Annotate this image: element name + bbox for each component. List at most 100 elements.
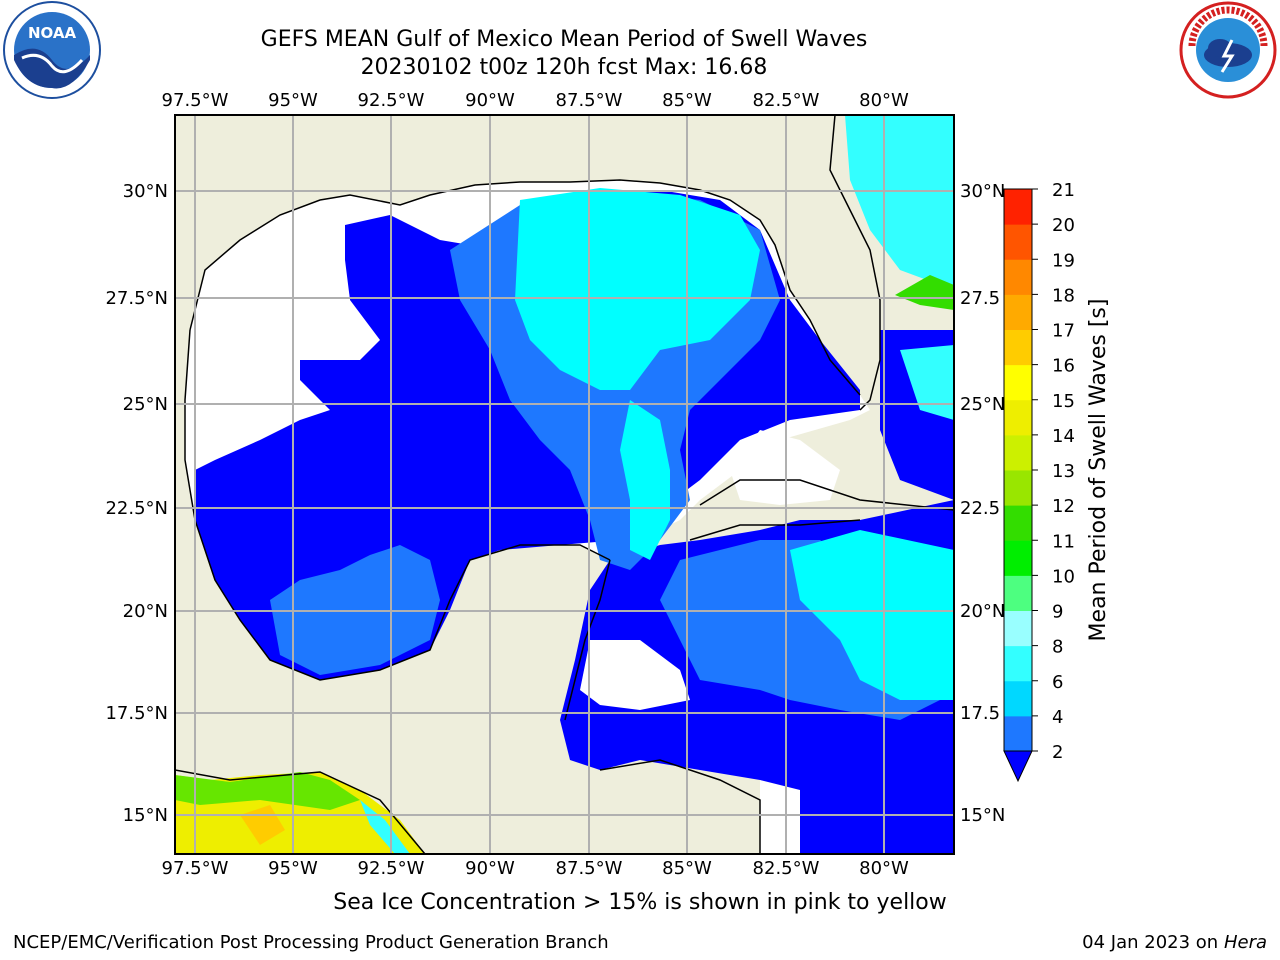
lon-label: 80°W [859,90,909,111]
lon-label: 80°W [859,858,909,879]
lat-label: 27.5°N [105,288,168,309]
map-frame [174,114,955,855]
lat-label: 17.5 [960,703,1000,724]
lat-label: 20°N [960,601,1005,622]
lat-labels-left: 30°N 27.5°N 25°N 22.5°N 20°N 17.5°N 15°N [105,181,168,826]
pacific-green [175,772,360,810]
lat-label: 30°N [960,181,1005,202]
lat-label: 17.5°N [105,703,168,724]
colorbar-segment [1004,224,1032,260]
colorbar-segment [1004,434,1032,471]
lat-label: 22.5°N [105,498,168,519]
colorbar-tick-label: 11 [1052,531,1075,552]
colorbar-tick-label: 13 [1052,461,1075,482]
colorbar-tick-label: 2 [1052,742,1063,763]
colorbar-tick-label: 6 [1052,672,1063,693]
map-grid [175,115,954,854]
colorbar-tick-label: 16 [1052,356,1075,377]
gulf-cyan [515,188,760,390]
colorbar-segment [1004,575,1032,611]
lon-label: 92.5°W [358,90,425,111]
pacific-cyan-edge [360,800,410,854]
colorbar-extend-arrow [1003,750,1033,783]
footer-credit: NCEP/EMC/Verification Post Processing Pr… [13,932,609,953]
colorbar-tick-label: 12 [1052,496,1075,517]
colorbar-segment [1004,259,1032,295]
florida-coast [829,115,881,411]
colorbar-segment [1004,505,1032,541]
colorbar-tick-label: 9 [1052,602,1063,623]
colorbar [1003,188,1033,783]
lat-label: 30°N [123,181,168,202]
gulf-nodata-1 [320,270,350,300]
atlantic-green-patch [895,275,954,310]
colorbar-label: Mean Period of Swell Waves [s] [1086,299,1111,642]
colorbar-tick-label: 19 [1052,250,1075,271]
lon-label: 82.5°W [753,858,820,879]
colorbar-tick-label: 14 [1052,426,1075,447]
colorbar-segment [1004,364,1032,401]
colorbar-segment [1004,680,1032,717]
lon-labels-bottom: 97.5°W 95°W 92.5°W 90°W 87.5°W 85°W 82.5… [162,858,909,879]
colorbar-tick-label: 8 [1052,637,1063,658]
gulf-coast-west [184,329,611,681]
atlantic-strip [845,115,954,290]
chart-title: GEFS MEAN Gulf of Mexico Mean Period of … [260,27,868,52]
colorbar-segment [1004,399,1032,436]
lat-label: 15°N [960,805,1005,826]
yucatan-coast [564,559,611,721]
lon-label: 87.5°W [556,90,623,111]
sea-ice-note: Sea Ice Concentration > 15% is shown in … [333,890,947,915]
gulf-cyan-tongue [620,400,670,560]
lat-labels-right: 30°N 27.5 25°N 22.5 20°N 17.5 15°N [960,181,1005,826]
colorbar-tick-label: 17 [1052,321,1075,342]
lon-label: 97.5°W [162,90,229,111]
lat-label: 25°N [960,394,1005,415]
footer-date: 04 Jan 2023 on Hera [1082,932,1267,953]
central-america-coast [175,769,426,854]
lon-label: 97.5°W [162,858,229,879]
map-plot-area [175,115,954,854]
colorbar-segment [1004,329,1032,366]
colorbar-ticks: 2 4 6 8 9 10 11 12 13 14 15 16 17 18 19 20 21 [1032,180,1075,763]
colorbar-segment [1004,715,1032,752]
lon-labels-top: 97.5°W 95°W 92.5°W 90°W 87.5°W 85°W 82.5… [162,90,909,111]
lon-label: 85°W [662,858,712,879]
lon-label: 92.5°W [358,858,425,879]
atlantic-cyan-east [900,345,954,420]
colorbar-segment [1004,294,1032,330]
cuba-south [689,519,861,541]
lat-label: 22.5 [960,498,1000,519]
noaa-logo: NOAA [2,0,102,100]
lon-label: 82.5°W [753,90,820,111]
svg-text:NOAA: NOAA [28,24,77,42]
lon-label: 95°W [268,858,318,879]
footer-host: Hera [1223,932,1267,953]
nws-logo [1178,0,1278,100]
lon-label: 90°W [465,90,515,111]
chart-subtitle: 20230102 t00z 120h fcst Max: 16.68 [360,55,768,80]
lon-label: 85°W [662,90,712,111]
honduras-coast [599,759,761,854]
colorbar-tick-label: 21 [1052,180,1075,201]
colorbar-tick-label: 20 [1052,215,1075,236]
cuba-coast [699,479,954,511]
caribbean-nodata [580,640,690,710]
lat-label: 25°N [123,394,168,415]
lon-label: 90°W [465,858,515,879]
caribbean-cyan [790,530,954,700]
caribbean-nodata-2 [760,780,800,854]
colorbar-tick-label: 10 [1052,566,1075,587]
lon-label: 87.5°W [556,858,623,879]
colorbar-segment [1004,189,1032,225]
lat-label: 27.5 [960,288,1000,309]
colorbar-tick-label: 18 [1052,285,1075,306]
colorbar-tick-label: 15 [1052,391,1075,412]
lon-label: 95°W [268,90,318,111]
colorbar-segment [1004,470,1032,506]
footer-date-text: 04 Jan 2023 on [1082,932,1224,953]
lat-label: 15°N [123,805,168,826]
lat-label: 20°N [123,601,168,622]
colorbar-segment [1004,610,1032,647]
